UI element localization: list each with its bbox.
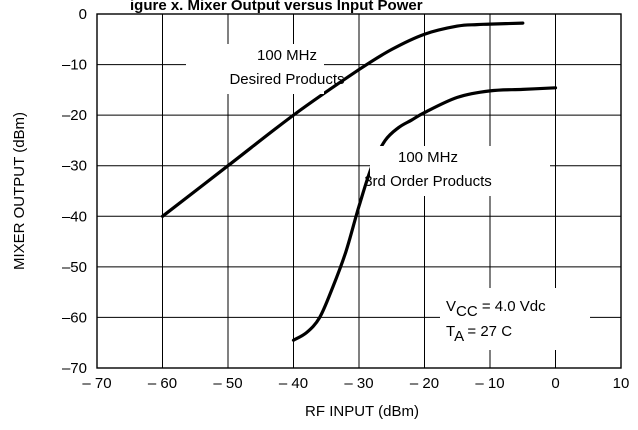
y-tick-label: –10	[62, 57, 87, 74]
x-tick-label: – 60	[148, 375, 177, 392]
x-tick-label: – 40	[279, 375, 308, 392]
conditions-note: VCC = 4.0 Vdc TA = 27 C	[440, 288, 590, 350]
y-tick-label: –30	[62, 158, 87, 175]
y-tick-label: –40	[62, 208, 87, 225]
x-tick-label: 0	[551, 375, 559, 392]
y-axis-label: MIXER OUTPUT (dBm)	[11, 112, 28, 270]
y-tick-label: –50	[62, 259, 87, 276]
y-tick-label: –70	[62, 360, 87, 377]
plot-frame	[96, 13, 622, 369]
series-labels: 100 MHz Desired Products 100 MHz 3rd Order …	[186, 44, 550, 196]
x-axis-label: RF INPUT (dBm)	[305, 403, 419, 420]
x-tick-label: 10	[613, 375, 630, 392]
label-3rd-order-products-line1: 100 MHz	[398, 149, 458, 166]
conditions-background	[440, 288, 590, 350]
y-axis-ticks: 0 –10 –20 –30 –40 –50 –60 –70	[62, 6, 87, 377]
series-group	[160, 21, 558, 342]
condition-line: VCC = 4.0 Vdc	[446, 298, 546, 320]
y-tick-label: –20	[62, 107, 87, 124]
label-background	[186, 44, 324, 94]
y-tick-label: 0	[79, 6, 87, 23]
series-desired-products	[160, 21, 525, 218]
chart-title: igure x. Mixer Output versus Input Power	[130, 0, 423, 14]
x-tick-label: – 30	[344, 375, 373, 392]
label-background	[370, 146, 550, 196]
x-tick-label: – 10	[475, 375, 504, 392]
series-3rd-order-products	[291, 86, 558, 342]
label-desired-products-line2: Desired Products	[229, 71, 344, 88]
x-tick-label: – 70	[82, 375, 111, 392]
x-axis-ticks: – 70 – 60 – 50 – 40 – 30 – 20 – 10 0 10	[82, 375, 629, 392]
label-3rd-order-products-line2: 3rd Order Products	[364, 173, 492, 190]
y-tick-label: –60	[62, 309, 87, 326]
condition-line: TA = 27 C	[446, 323, 512, 345]
label-desired-products-line1: 100 MHz	[257, 47, 317, 64]
x-tick-label: – 50	[213, 375, 242, 392]
x-tick-label: – 20	[410, 375, 439, 392]
